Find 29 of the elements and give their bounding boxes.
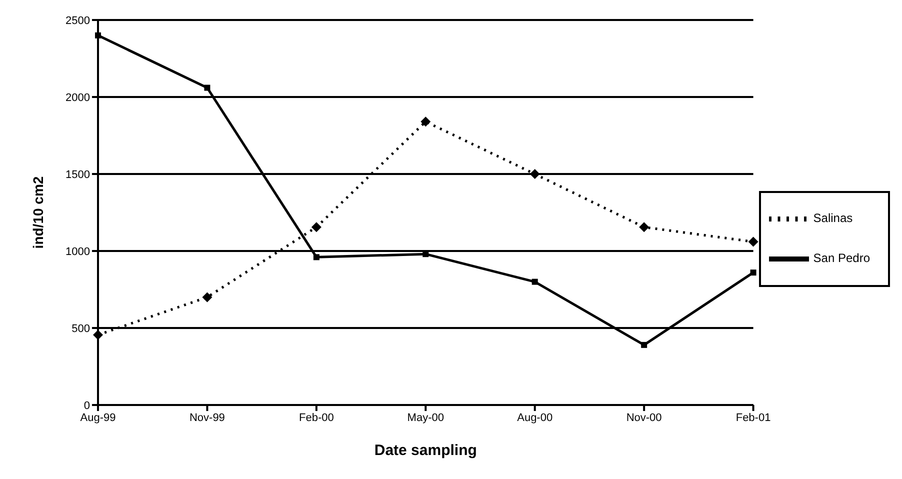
x-tick-label: May-00 — [407, 412, 444, 424]
point — [532, 278, 538, 285]
point — [95, 32, 101, 38]
point — [750, 270, 756, 276]
x-tick-label: Feb-01 — [736, 412, 771, 424]
point — [639, 222, 650, 232]
point — [530, 169, 540, 179]
point — [420, 116, 431, 127]
legend-label: Salinas — [813, 211, 853, 226]
x-tick-label: Nov-00 — [626, 412, 662, 424]
y-tick-label: 2500 — [66, 14, 90, 27]
y-tick-label: 1000 — [66, 246, 90, 258]
y-tick-label: 1500 — [66, 168, 90, 181]
y-tick-label: 500 — [72, 322, 90, 335]
legend-label: San Pedro — [813, 251, 870, 266]
x-tick-label: Aug-00 — [517, 412, 553, 424]
x-tick-label: Feb-00 — [298, 412, 334, 424]
x-tick-label: Nov-99 — [189, 412, 225, 424]
x-axis-title: Date sampling — [374, 442, 477, 459]
point — [311, 222, 322, 232]
y-tick-label: 2000 — [66, 92, 90, 104]
point — [202, 292, 212, 302]
point — [748, 236, 758, 247]
point — [313, 254, 320, 260]
point — [93, 330, 103, 340]
x-tick-label: Aug-99 — [80, 412, 116, 424]
y-axis-title: ind/10 cm2 — [30, 176, 46, 249]
point — [641, 342, 648, 348]
y-tick-label: 0 — [84, 400, 90, 412]
